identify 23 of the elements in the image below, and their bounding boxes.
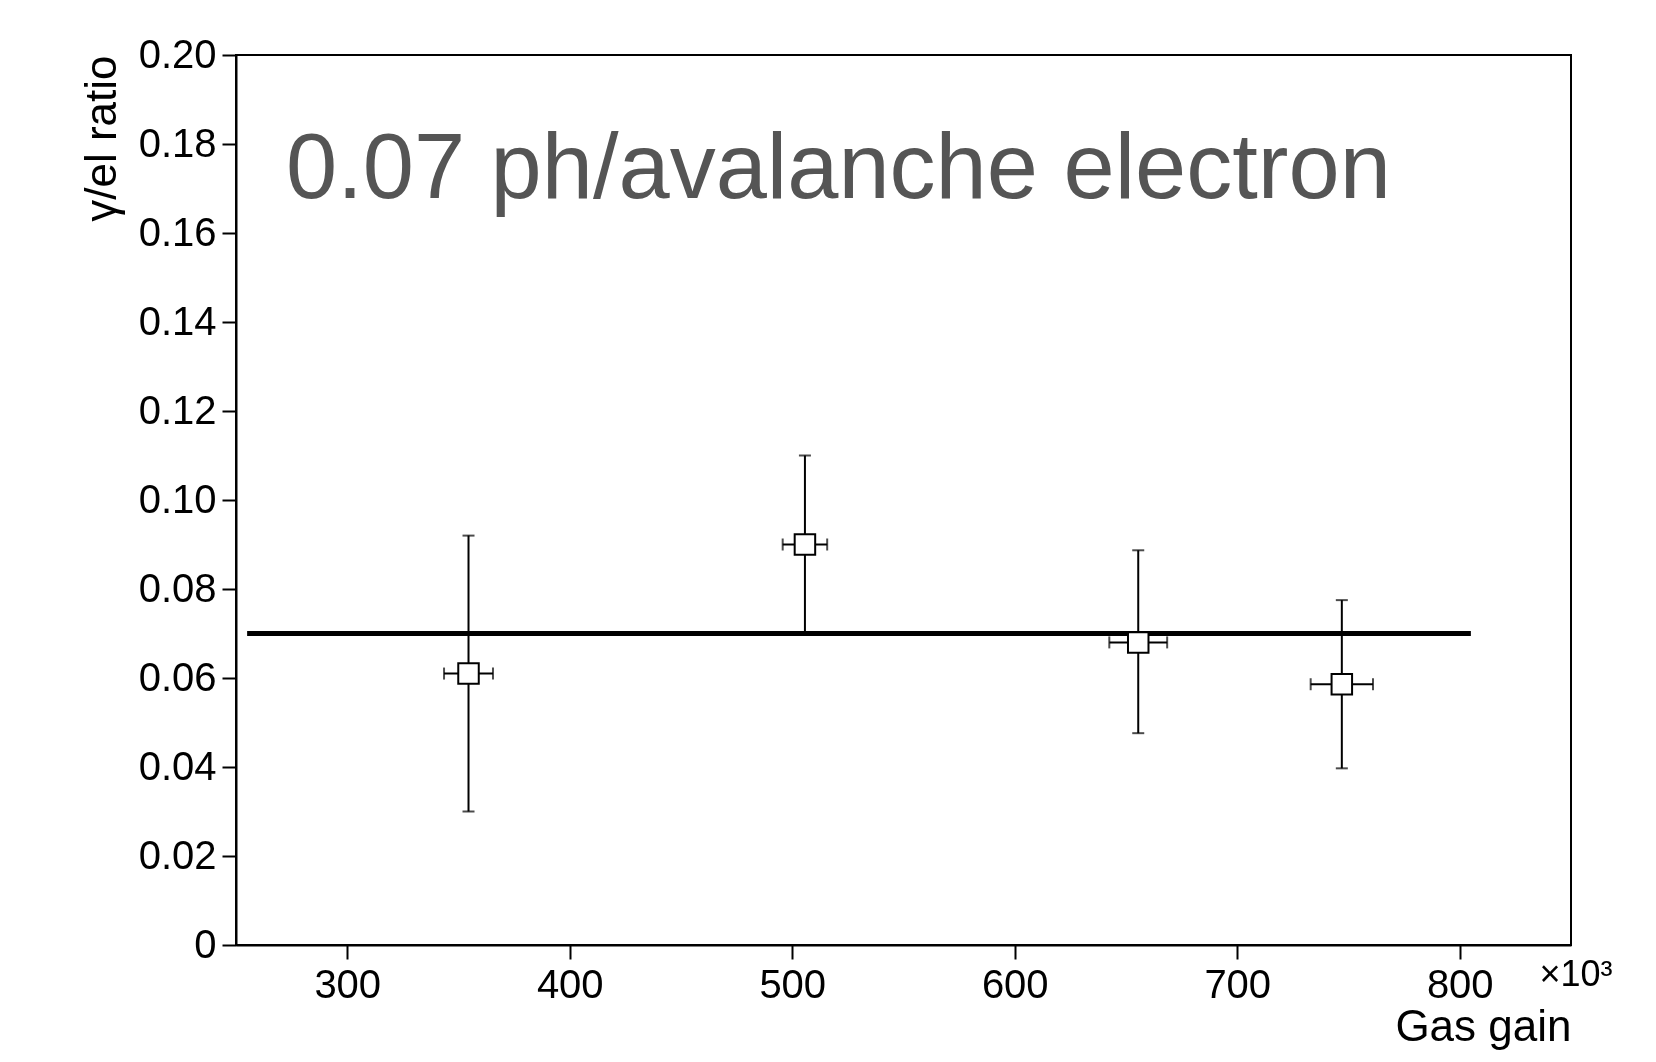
point [1126, 631, 1150, 654]
annotation: 0.07 ph/avalanche electron [286, 115, 1391, 217]
y-tick-label: 0.12 [138, 387, 217, 432]
point [793, 533, 817, 556]
point [457, 662, 480, 685]
y-tick-label: 0.16 [138, 209, 217, 254]
x-tick-label: 600 [981, 961, 1049, 1006]
y-axis-title: γ/el ratio [75, 55, 125, 222]
y-tick-label: 0.20 [138, 31, 217, 76]
y-tick-label: 0.18 [138, 120, 217, 165]
point [1330, 672, 1354, 696]
y-tick-label: 0.10 [138, 476, 217, 521]
y-tick-label: 0.08 [138, 565, 217, 610]
y-tick-label: 0.14 [138, 298, 217, 343]
y-tick-label: 0.06 [138, 654, 217, 699]
text: ×10³ [1539, 953, 1613, 994]
x-tick-label: 400 [536, 961, 604, 1006]
x-tick-label: 500 [759, 961, 827, 1006]
x-tick-label: 700 [1204, 961, 1272, 1006]
x-tick-label: 300 [314, 961, 382, 1006]
y-tick-label: 0.04 [138, 743, 217, 788]
y-tick-label: 0 [194, 921, 217, 966]
y-tick-label: 0.02 [138, 832, 217, 877]
